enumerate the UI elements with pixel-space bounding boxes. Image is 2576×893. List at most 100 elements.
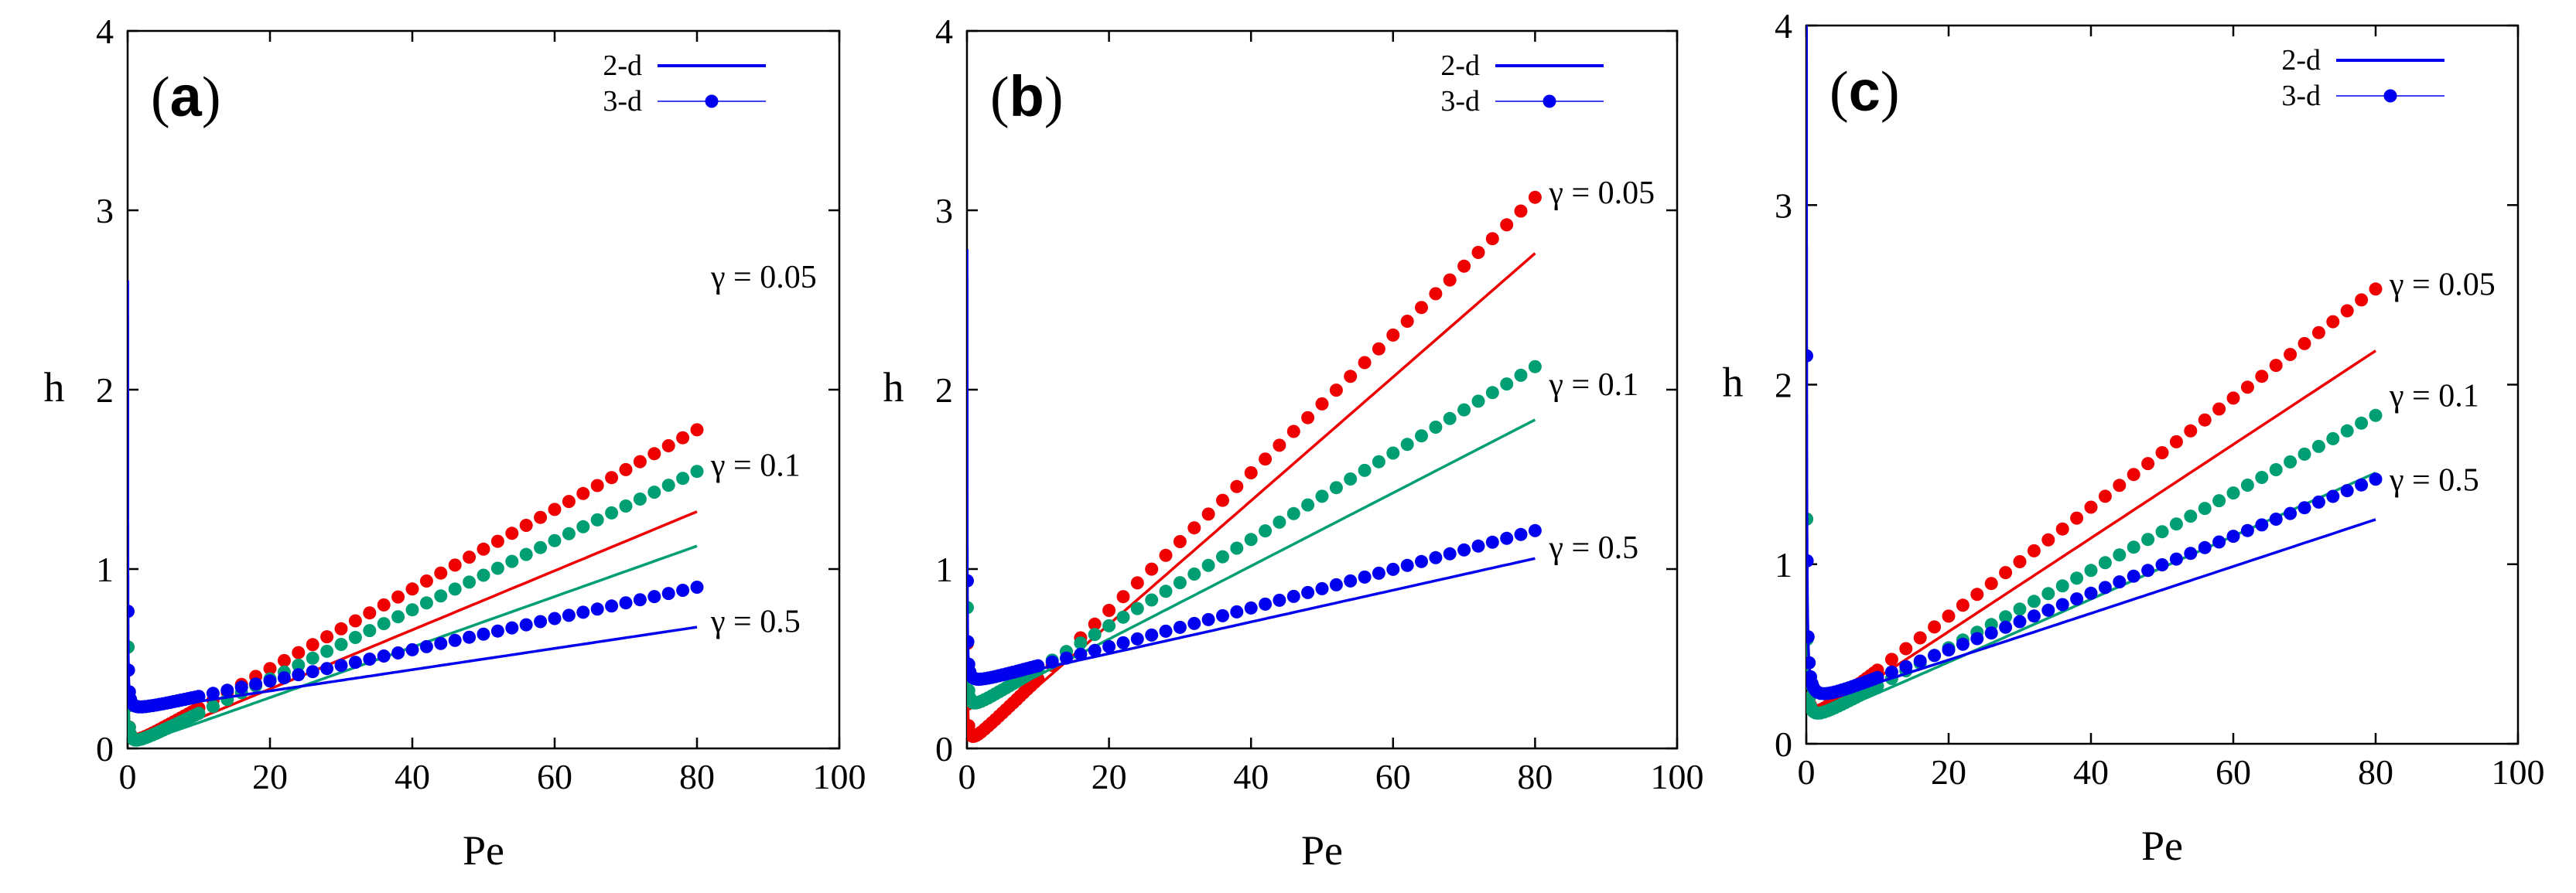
series-dot-3d-gamma-0.1 (2169, 517, 2183, 531)
series-dot-3d-gamma-0.05 (1216, 493, 1229, 507)
series-dot-3d-gamma-0.5 (206, 687, 220, 700)
series-dot-3d-gamma-0.5 (234, 680, 248, 694)
series-dot-3d-gamma-0.05 (320, 630, 334, 644)
series-dot-3d-gamma-0.5 (277, 671, 291, 685)
series-dot-3d-gamma-0.05 (2141, 457, 2155, 471)
series-dot-3d-gamma-0.5 (1956, 637, 1970, 651)
series-dot-3d-gamma-0.1 (1102, 619, 1116, 632)
series-dot-3d-gamma-0.5 (434, 636, 448, 650)
series-dot-3d-gamma-0.05 (1358, 356, 1372, 370)
x-tick-label: 20 (1931, 752, 1966, 792)
series-dot-3d-gamma-0.5 (1471, 539, 1485, 553)
legend: 2-d3-d (1440, 49, 1604, 118)
series-dot-3d-gamma-0.5 (967, 574, 974, 588)
series-dot-3d-gamma-0.1 (1471, 394, 1485, 408)
series-dot-3d-gamma-0.1 (1145, 593, 1159, 607)
series-dot-3d-gamma-0.1 (1457, 403, 1471, 417)
series-dot-3d-gamma-0.05 (2255, 370, 2269, 383)
series-dot-3d-gamma-0.5 (2326, 489, 2340, 503)
series-dot-3d-gamma-0.5 (619, 596, 633, 610)
series-dot-3d-gamma-0.05 (263, 662, 277, 676)
y-tick-label: 1 (935, 550, 953, 589)
series-dot-3d-gamma-0.5 (2055, 598, 2069, 612)
gamma-label-0.05: γ = 0.05 (1548, 176, 1655, 211)
series-dot-3d-gamma-0.1 (1216, 550, 1229, 564)
series-dot-3d-gamma-0.05 (1116, 590, 1130, 604)
series-dot-3d-gamma-0.05 (590, 479, 604, 493)
series-dot-3d-gamma-0.05 (1273, 438, 1286, 452)
series-dot-3d-gamma-0.1 (377, 617, 391, 631)
series-dot-3d-gamma-0.05 (661, 439, 675, 452)
series-dot-3d-gamma-0.1 (1999, 610, 2013, 624)
y-tick-label: 4 (96, 12, 114, 51)
series-dot-3d-gamma-0.05 (2184, 424, 2198, 438)
x-tick-label: 0 (119, 757, 137, 796)
series-dot-3d-gamma-0.5 (676, 584, 690, 597)
series-dot-3d-gamma-0.5 (661, 587, 675, 601)
series-dot-3d-gamma-0.05 (1884, 653, 1898, 666)
series-dot-3d-gamma-0.1 (363, 624, 377, 638)
x-tick-label: 20 (252, 757, 288, 796)
series-dot-3d-gamma-0.05 (1514, 204, 1528, 218)
series-dot-3d-gamma-0.05 (1415, 301, 1428, 315)
series-dot-3d-gamma-0.1 (633, 493, 647, 506)
series-dot-3d-gamma-0.1 (463, 575, 477, 589)
gamma-label-0.1: γ = 0.1 (710, 448, 801, 483)
series-dot-3d-gamma-0.5 (590, 602, 604, 616)
series-dot-3d-gamma-0.5 (562, 608, 576, 622)
series-dot-3d-gamma-0.1 (1500, 377, 1514, 391)
series-dot-3d-gamma-0.1 (292, 658, 306, 672)
y-axis-label: h (44, 364, 65, 411)
series-dot-3d-gamma-0.5 (1187, 616, 1201, 630)
series-dot-3d-gamma-0.05 (2311, 326, 2325, 339)
series-dot-3d-gamma-0.5 (2240, 523, 2254, 537)
series-dot-3d-gamma-0.05 (2240, 380, 2254, 394)
series-dot-3d-gamma-0.5 (1942, 643, 1956, 657)
series-dot-3d-gamma-0.5 (647, 590, 661, 604)
series-dot-3d-gamma-0.5 (391, 646, 405, 660)
series-dot-3d-gamma-0.1 (534, 540, 548, 554)
series-dot-3d-gamma-0.1 (2141, 533, 2155, 547)
series-dot-3d-gamma-0.5 (505, 621, 519, 635)
series-dot-3d-gamma-0.05 (2055, 522, 2069, 536)
series-dot-3d-gamma-0.1 (405, 603, 419, 617)
x-tick-label: 0 (958, 757, 976, 796)
series-dot-3d-gamma-0.5 (1806, 630, 1815, 644)
y-tick-label: 0 (1775, 724, 1792, 764)
series-dot-3d-gamma-0.05 (1244, 466, 1258, 479)
series-dot-3d-gamma-0.5 (249, 677, 263, 691)
series-dot-3d-gamma-0.5 (1899, 660, 1913, 673)
series-dot-3d-gamma-0.05 (306, 638, 319, 652)
series-dot-3d-gamma-0.5 (128, 663, 135, 677)
series-dot-3d-gamma-0.05 (2027, 544, 2041, 557)
series-dot-3d-gamma-0.1 (2098, 556, 2112, 570)
series-dot-3d-gamma-0.1 (2084, 564, 2098, 578)
series-line-2d-gamma-0.1 (128, 316, 698, 743)
series-dot-3d-gamma-0.5 (405, 642, 419, 656)
x-tick-label: 20 (1092, 757, 1127, 796)
series-dot-3d-gamma-0.1 (605, 506, 619, 520)
legend-label-2d: 2-d (1440, 49, 1480, 82)
series-dot-3d-gamma-0.5 (605, 599, 619, 613)
series-dot-3d-gamma-0.05 (1386, 328, 1400, 342)
series-dot-3d-gamma-0.05 (463, 550, 477, 564)
series-dot-3d-gamma-0.5 (2027, 609, 2041, 623)
series-dot-3d-gamma-0.05 (1286, 424, 1300, 438)
series-dot-3d-gamma-0.1 (2027, 595, 2041, 608)
series-dot-3d-gamma-0.5 (1159, 624, 1173, 638)
series-dot-3d-gamma-0.05 (633, 455, 647, 469)
series-dot-3d-gamma-0.05 (1259, 452, 1273, 466)
series-dot-3d-gamma-0.1 (1116, 610, 1130, 624)
series-dot-3d-gamma-0.05 (2226, 391, 2240, 405)
series-dot-3d-gamma-0.05 (2340, 304, 2354, 318)
series-dot-3d-gamma-0.05 (1899, 642, 1913, 656)
series-dot-3d-gamma-0.5 (192, 690, 206, 704)
series-dot-3d-gamma-0.1 (2198, 502, 2212, 516)
gamma-label-0.05: γ = 0.05 (710, 260, 817, 295)
series-dot-3d-gamma-0.05 (1187, 521, 1201, 535)
series-dot-3d-gamma-0.1 (419, 596, 433, 610)
series-dot-3d-gamma-0.05 (1173, 535, 1187, 548)
x-tick-label: 100 (2492, 752, 2545, 792)
series-dot-3d-gamma-0.5 (306, 665, 319, 679)
